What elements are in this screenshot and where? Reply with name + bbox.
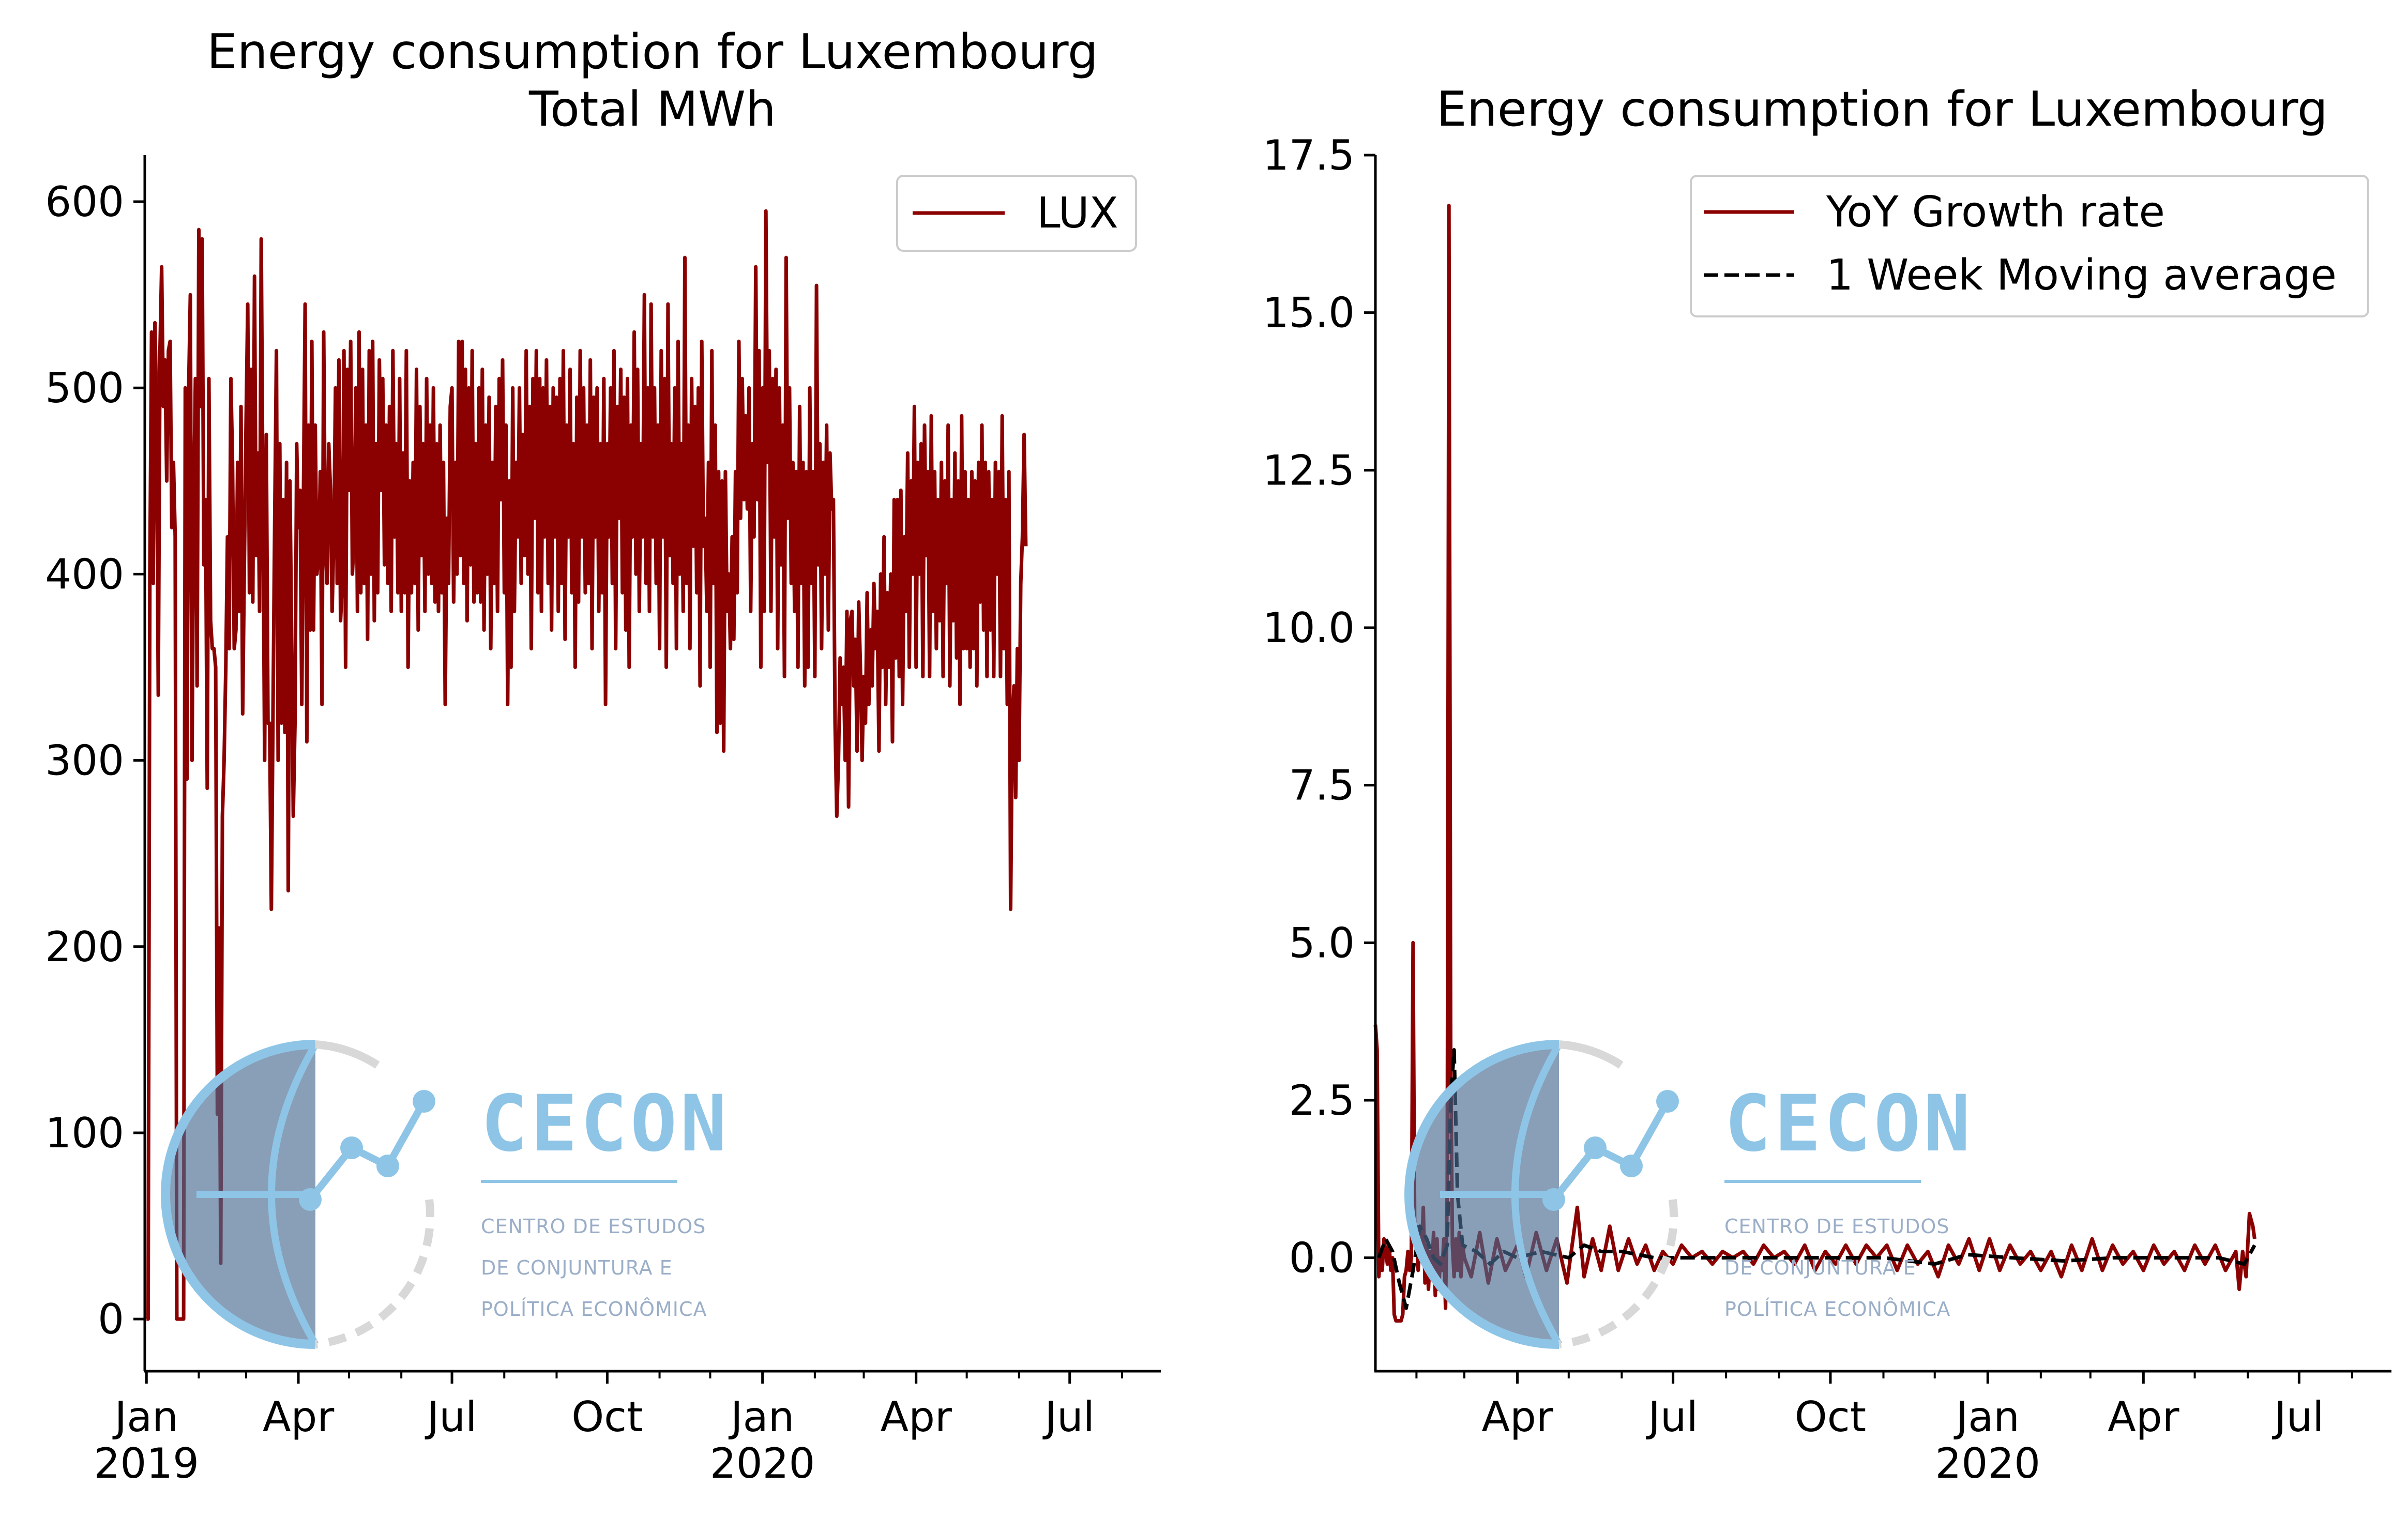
watermark-brand: CECON — [481, 1079, 730, 1169]
chart-left-legend: LUX — [896, 175, 1137, 252]
legend-label-ma: 1 Week Moving average — [1826, 251, 2337, 300]
chart-right-legend: YoY Growth rate 1 Week Moving average — [1690, 175, 2369, 317]
watermark-line-2: DE CONJUNTURA E — [1724, 1256, 1916, 1279]
x-tick-label: Apr — [263, 1393, 335, 1441]
x-tick-label: Jan — [728, 1393, 794, 1441]
x-tick-label: Jan — [112, 1393, 178, 1441]
watermark-line-1: CENTRO DE ESTUDOS — [1724, 1215, 1949, 1238]
x-tick-year-label: 2019 — [94, 1439, 199, 1488]
y-tick-label: 400 — [45, 550, 124, 598]
y-tick-label: 5.0 — [1289, 919, 1355, 967]
watermark-line-2: DE CONJUNTURA E — [481, 1256, 673, 1279]
y-tick-label: 0 — [98, 1295, 124, 1343]
watermark-brand: CECON — [1724, 1079, 1974, 1169]
y-tick-label: 600 — [45, 178, 124, 226]
x-tick-label: Jan — [1953, 1393, 2020, 1441]
y-tick-label: 0.0 — [1289, 1234, 1355, 1282]
legend-frame — [1690, 175, 2369, 317]
y-tick-label: 12.5 — [1263, 446, 1355, 494]
watermark-line-3: POLÍTICA ECONÔMICA — [481, 1298, 707, 1321]
x-tick-label: Oct — [1795, 1393, 1866, 1441]
chart-right-title: Energy consumption for Luxembourg — [1436, 81, 2328, 137]
watermark-left: CECON CENTRO DE ESTUDOS DE CONJUNTURA E … — [161, 1040, 730, 1349]
x-tick-label: Apr — [1481, 1393, 1553, 1441]
watermark-right: CECON CENTRO DE ESTUDOS DE CONJUNTURA E … — [1404, 1040, 1974, 1349]
y-tick-label: 500 — [45, 364, 124, 412]
x-tick-label: Jul — [1042, 1393, 1095, 1441]
x-tick-year-label: 2020 — [1935, 1439, 2040, 1488]
chart-left: Energy consumption for Luxembourg Total … — [45, 24, 1161, 1488]
watermark-line-3: POLÍTICA ECONÔMICA — [1724, 1298, 1951, 1321]
legend-label-yoy: YoY Growth rate — [1826, 188, 2165, 237]
x-tick-label: Jul — [1645, 1393, 1698, 1441]
x-tick-year-label: 2020 — [710, 1439, 815, 1488]
y-tick-label: 200 — [45, 923, 124, 971]
y-tick-label: 100 — [45, 1109, 124, 1157]
x-tick-label: Oct — [571, 1393, 643, 1441]
legend-frame — [896, 175, 1137, 252]
y-tick-label: 10.0 — [1263, 604, 1355, 652]
chart-right: Energy consumption for Luxembourg 0.0 2.5… — [1263, 81, 2391, 1488]
chart-left-title: Energy consumption for Luxembourg — [207, 24, 1098, 80]
y-tick-label: 2.5 — [1289, 1076, 1355, 1125]
legend-label-lux: LUX — [1037, 189, 1118, 238]
series-line-lux — [146, 209, 1028, 1321]
cecon-logo-icon — [1404, 1040, 1679, 1349]
chart-left-lines — [146, 209, 1028, 1321]
chart-left-subtitle: Total MWh — [528, 81, 776, 137]
x-tick-label: Apr — [880, 1393, 952, 1441]
y-tick-label: 7.5 — [1289, 762, 1355, 810]
x-tick-label: Apr — [2108, 1393, 2179, 1441]
y-tick-label: 300 — [45, 737, 124, 785]
watermark-line-1: CENTRO DE ESTUDOS — [481, 1215, 706, 1238]
x-tick-label: Jul — [2271, 1393, 2324, 1441]
y-tick-label: 15.0 — [1263, 289, 1355, 337]
cecon-logo-icon — [161, 1040, 435, 1349]
chart-right-ticks: 0.0 2.5 5.0 7.5 10.0 12.5 15.0 17.5 Apr Jul Oct Jan… — [1263, 131, 2353, 1488]
x-tick-label: Jul — [425, 1393, 477, 1441]
y-tick-label: 17.5 — [1263, 131, 1355, 179]
series-line-1-week-moving-average — [1377, 1048, 2256, 1310]
